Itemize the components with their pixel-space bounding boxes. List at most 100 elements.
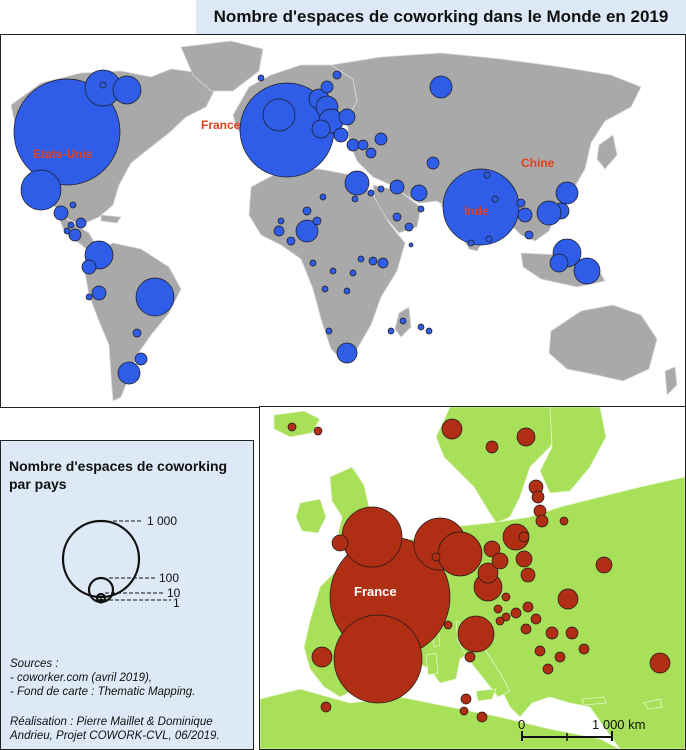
world-symbol-29 xyxy=(389,179,405,195)
japan xyxy=(596,134,618,170)
world-symbol-0 xyxy=(13,78,121,186)
europe-symbol-36 xyxy=(493,604,503,614)
world-symbol-52 xyxy=(277,217,285,225)
europe-symbol-27 xyxy=(520,623,532,635)
world-map: Etats-Unis France Chine Inde xyxy=(10,40,678,402)
europe-symbol-1 xyxy=(341,506,403,568)
world-symbol-43 xyxy=(273,225,285,237)
label-usa: Etats-Unis xyxy=(33,147,93,161)
europe-symbol-35 xyxy=(501,612,511,622)
europe-symbol-7 xyxy=(441,418,463,440)
world-symbol-72 xyxy=(343,287,351,295)
sicily xyxy=(475,688,497,702)
world-symbol-66 xyxy=(257,74,265,82)
europe-symbol-41 xyxy=(331,534,349,552)
europe-symbol-43 xyxy=(287,422,297,432)
world-symbol-34 xyxy=(483,171,491,179)
world-symbol-73 xyxy=(321,285,329,293)
world-symbol-46 xyxy=(377,257,389,269)
world-symbol-24 xyxy=(346,138,360,152)
world-symbol-9 xyxy=(91,285,107,301)
world-symbol-25 xyxy=(357,139,369,151)
world-symbol-35 xyxy=(555,181,579,205)
legend-title: Nombre d'espaces de coworking par pays xyxy=(9,458,228,492)
europe-map-panel: France 0 1 000 km xyxy=(259,406,686,750)
europe-symbol-39 xyxy=(320,701,332,713)
new-zealand xyxy=(664,366,678,396)
europe-symbol-30 xyxy=(542,663,554,675)
europe-symbol-38 xyxy=(476,711,488,723)
greenland xyxy=(180,40,264,92)
world-symbol-61 xyxy=(99,81,107,89)
europe-symbol-32 xyxy=(510,607,522,619)
world-symbol-68 xyxy=(387,327,395,335)
world-symbol-77 xyxy=(408,242,414,248)
legend-circles: 1 000 100 10 1 xyxy=(61,514,181,610)
europe-symbol-42 xyxy=(313,426,323,436)
europe-symbol-11 xyxy=(649,652,671,674)
world-map-panel: Etats-Unis France Chine Inde xyxy=(0,34,686,408)
world-symbol-65 xyxy=(69,201,77,209)
europe-symbol-8 xyxy=(516,427,536,447)
scale-end: 1 000 km xyxy=(592,717,645,732)
australia xyxy=(548,304,658,382)
world-symbol-20 xyxy=(338,108,356,126)
europe-symbol-37 xyxy=(460,693,472,705)
world-symbol-50 xyxy=(312,216,322,226)
sardinia xyxy=(425,652,439,676)
europe-label-france: France xyxy=(354,584,397,599)
world-symbol-58 xyxy=(404,222,414,232)
europe-symbol-49 xyxy=(431,552,441,562)
world-symbol-51 xyxy=(319,193,327,201)
world-symbol-78 xyxy=(377,185,385,193)
legend-panel: Nombre d'espaces de coworking par pays 1… xyxy=(0,440,254,750)
cyprus xyxy=(643,698,663,710)
legend-label-10: 10 xyxy=(167,586,181,600)
europe-symbol-16 xyxy=(515,550,533,568)
north-africa xyxy=(260,688,621,749)
europe-symbol-46 xyxy=(501,592,511,602)
europe-symbol-13 xyxy=(477,562,499,584)
europe-symbol-31 xyxy=(578,643,590,655)
world-symbol-40 xyxy=(549,253,569,273)
europe-symbol-25 xyxy=(565,626,579,640)
credit-block: Réalisation : Pierre Maillet & Dominique… xyxy=(10,715,250,743)
crete xyxy=(581,696,607,706)
world-symbol-23 xyxy=(332,70,342,80)
world-symbol-32 xyxy=(426,156,440,170)
sources-block: Sources : - coworker.com (avril 2019), -… xyxy=(10,657,250,699)
world-symbol-33 xyxy=(442,168,520,246)
sources-line-2: - Fond de carte : Thematic Mapping. xyxy=(10,686,196,698)
world-symbol-12 xyxy=(134,352,148,366)
world-symbol-13 xyxy=(132,328,142,338)
legend-circle-1 xyxy=(98,598,104,604)
world-symbol-75 xyxy=(329,267,337,275)
world-symbol-67 xyxy=(325,327,333,335)
world-symbol-60 xyxy=(417,205,425,213)
world-symbol-48 xyxy=(357,255,365,263)
world-symbol-27 xyxy=(374,132,388,146)
world-symbol-54 xyxy=(485,235,493,243)
scale-bar: 0 1 000 km xyxy=(518,717,645,741)
world-symbol-63 xyxy=(67,221,75,229)
world-symbol-49 xyxy=(302,206,312,216)
world-symbol-55 xyxy=(491,195,499,203)
label-india: Inde xyxy=(464,204,489,218)
europe-symbol-48 xyxy=(443,620,453,630)
world-symbol-3 xyxy=(112,75,142,105)
europe-symbols xyxy=(287,418,671,723)
world-symbol-71 xyxy=(399,317,407,325)
europe-symbol-29 xyxy=(554,651,566,663)
world-symbol-45 xyxy=(336,342,358,364)
europe-symbol-24 xyxy=(545,626,559,640)
world-symbol-21 xyxy=(333,127,349,143)
world-symbol-76 xyxy=(309,259,317,267)
world-symbol-70 xyxy=(417,323,425,331)
ireland xyxy=(295,498,327,534)
credit-line-1: Réalisation : Pierre Maillet & Dominique xyxy=(10,716,213,728)
world-symbol-79 xyxy=(367,189,375,197)
world-symbol-44 xyxy=(286,236,296,246)
sources-line-1: - coworker.com (avril 2019), xyxy=(10,672,153,684)
world-symbol-47 xyxy=(368,256,378,266)
europe-symbol-15 xyxy=(491,552,509,570)
